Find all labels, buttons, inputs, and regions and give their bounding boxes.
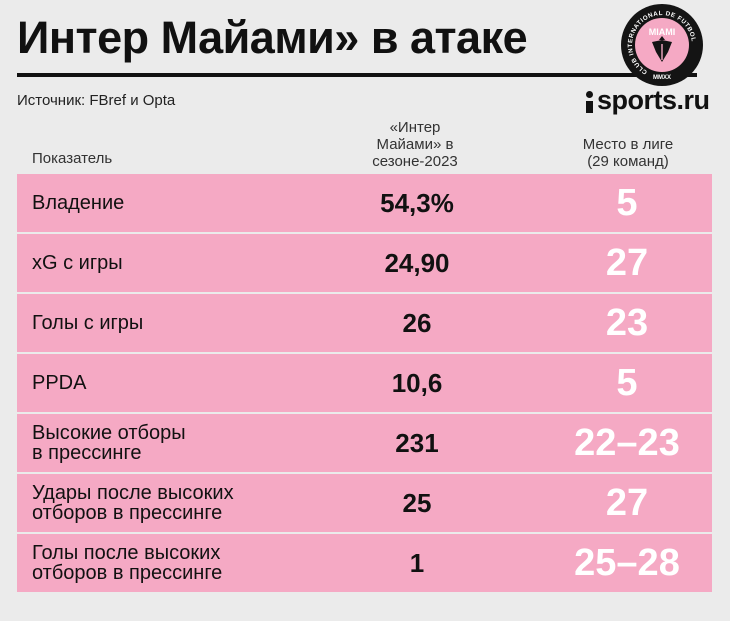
rank-cell: 25–28	[574, 541, 680, 584]
metric-cell: xG с игры	[32, 252, 123, 274]
value-cell: 231	[395, 427, 439, 458]
inter-miami-crest-icon: CLUB INTERNATIONAL DE FUTBOL MIAMI MMXX	[621, 4, 703, 86]
column-header-rank: Место в лиге (29 команд)	[553, 136, 703, 170]
value-cell: 54,3%	[380, 187, 454, 218]
metric-cell: Удары после высоких отборов в прессинге	[32, 482, 234, 524]
table-row: Высокие отборы в прессинге 231 22–23	[17, 414, 712, 474]
metric-cell: Голы с игры	[32, 312, 144, 334]
column-header-value-line: сезоне-2023	[372, 153, 458, 170]
value-cell: 26	[402, 307, 432, 338]
heron-icon	[652, 36, 672, 62]
column-header-rank-line: Место в лиге	[582, 136, 674, 153]
title-divider	[17, 73, 697, 77]
crest-year: MMXX	[653, 75, 671, 81]
table-row: xG с игры 24,90 27	[17, 234, 712, 294]
table-row: Голы с игры 26 23	[17, 294, 712, 354]
sports-ru-mark-icon	[586, 90, 594, 113]
rank-cell: 27	[605, 241, 649, 284]
metric-cell: Владение	[32, 192, 125, 214]
column-header-value-line: «Интер	[389, 119, 441, 136]
rank-cell: 27	[605, 481, 649, 524]
column-header-value: «Интер Майами» в сезоне-2023	[345, 119, 485, 170]
value-cell: 1	[409, 547, 425, 578]
rank-cell: 23	[605, 301, 649, 344]
value-cell: 10,6	[391, 367, 443, 398]
rank-cell: 22–23	[574, 421, 680, 464]
metric-cell: PPDA	[32, 372, 87, 394]
metric-cell: Голы после высоких отборов в прессинге	[32, 542, 223, 584]
column-header-value-line: Майами» в	[376, 136, 454, 153]
column-header-metric: Показатель	[32, 150, 113, 167]
page-title: Интер Майами» в атаке	[17, 12, 528, 63]
table-row: PPDA 10,6 5	[17, 354, 712, 414]
table-row: Удары после высоких отборов в прессинге 2…	[17, 474, 712, 534]
brand-name: sports.ru	[597, 85, 710, 115]
table-row: Владение 54,3% 5	[17, 174, 712, 234]
value-cell: 24,90	[384, 247, 450, 278]
value-cell: 25	[402, 487, 432, 518]
rank-cell: 5	[616, 181, 638, 224]
metric-cell: Высокие отборы в прессинге	[32, 422, 186, 464]
column-header-rank-line: (29 команд)	[587, 153, 669, 170]
brand-logo: sports.ru	[586, 85, 710, 116]
crest-name: MIAMI	[649, 27, 676, 37]
source-note: Источник: FBref и Opta	[17, 92, 176, 109]
rank-cell: 5	[616, 361, 638, 404]
table-row: Голы после высоких отборов в прессинге 1 …	[17, 534, 712, 594]
stats-table: Владение 54,3% 5 xG с игры 24,90 27 Голы…	[17, 174, 712, 594]
